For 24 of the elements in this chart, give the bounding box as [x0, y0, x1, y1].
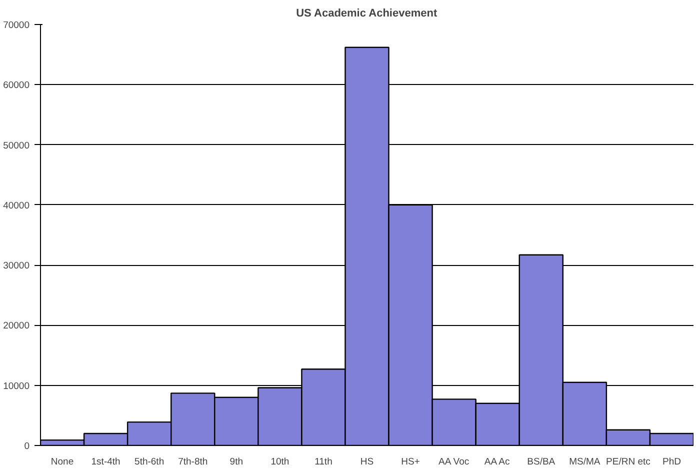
x-tick-label: 1st-4th	[91, 456, 120, 468]
x-tick-label: None	[50, 456, 74, 468]
x-tick-label: HS+	[401, 456, 420, 468]
chart-title: US Academic Achievement	[296, 8, 438, 20]
y-tick-label: 40000	[3, 200, 30, 212]
x-tick-label: BS/BA	[527, 456, 556, 468]
x-tick-label: PE/RN etc	[606, 456, 651, 468]
x-tick-label: 7th-8th	[178, 456, 208, 468]
y-tick-label: 50000	[3, 140, 30, 152]
y-tick-label: 70000	[3, 20, 30, 31]
y-tick-label: 20000	[3, 320, 30, 332]
x-tick-label: 10th	[270, 456, 290, 468]
x-tick-label: 5th-6th	[134, 456, 164, 468]
x-tick-label: AA Ac	[484, 456, 510, 468]
x-tick-label: AA Voc	[438, 456, 470, 468]
x-tick-label: MS/MA	[569, 456, 601, 468]
x-tick-label: 9th	[230, 456, 244, 468]
x-tick-label: PhD	[662, 456, 682, 468]
y-tick-label: 10000	[3, 380, 30, 392]
y-tick-label: 0	[24, 441, 30, 452]
x-tick-label: HS	[360, 456, 374, 468]
y-tick-label: 60000	[3, 80, 30, 92]
y-tick-label: 30000	[3, 260, 30, 272]
x-tick-label: 11th	[314, 456, 332, 468]
